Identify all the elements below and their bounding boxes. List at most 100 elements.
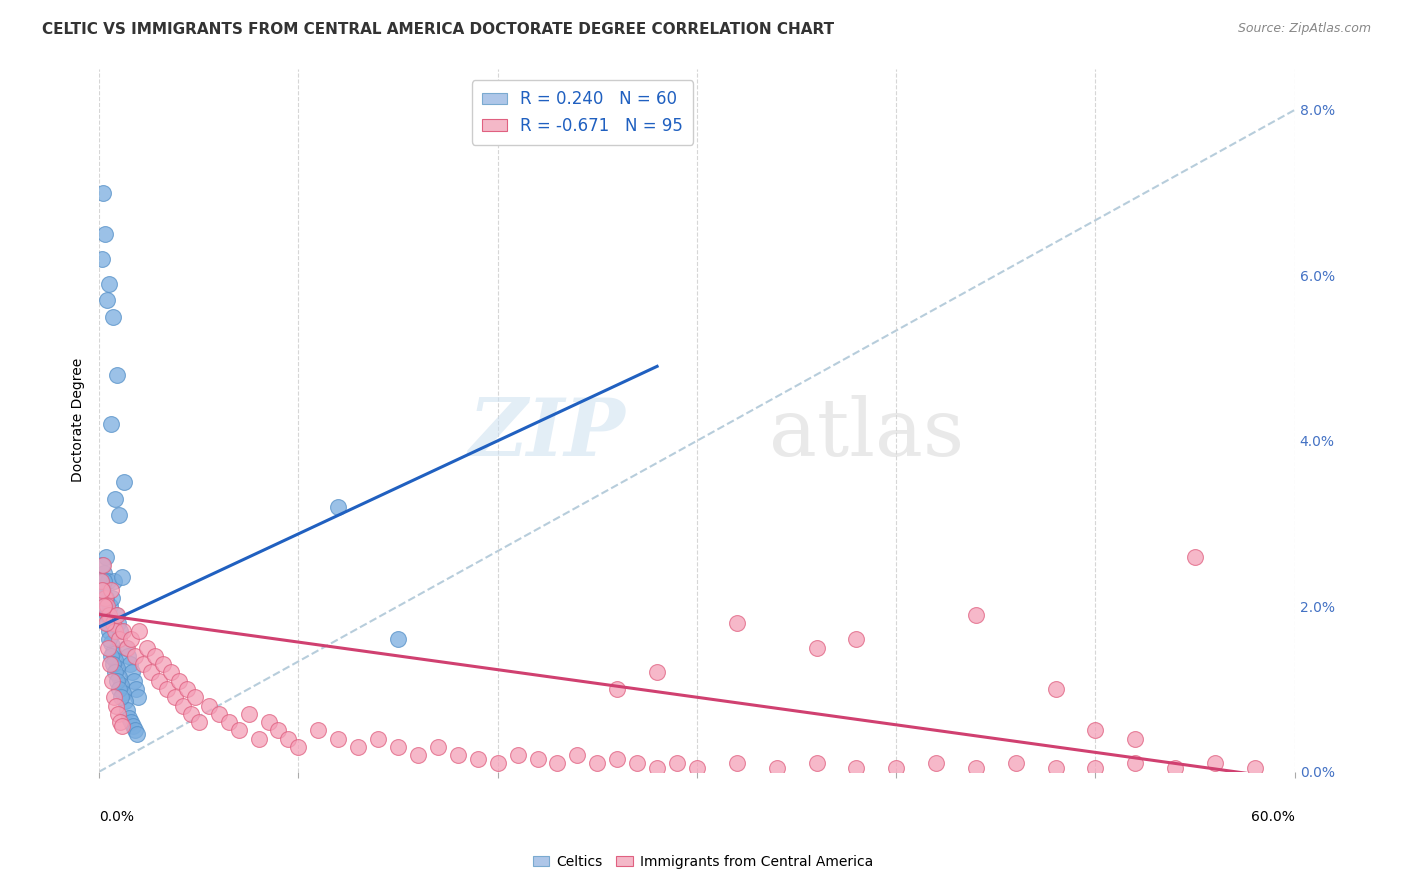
Point <box>117 703 139 717</box>
Point <box>1084 761 1107 775</box>
Point <box>546 756 568 771</box>
Point <box>97 574 120 589</box>
Text: CELTIC VS IMMIGRANTS FROM CENTRAL AMERICA DOCTORATE DEGREE CORRELATION CHART: CELTIC VS IMMIGRANTS FROM CENTRAL AMERIC… <box>42 22 834 37</box>
Point <box>98 599 121 614</box>
Point <box>447 748 470 763</box>
Text: ZIP: ZIP <box>468 395 626 473</box>
Point <box>124 723 146 738</box>
Point <box>101 673 124 688</box>
Point <box>328 500 350 514</box>
Point <box>107 661 129 675</box>
Point <box>100 636 122 650</box>
Point <box>1204 756 1226 771</box>
Point <box>101 310 124 324</box>
Point <box>765 761 787 775</box>
Point <box>120 714 142 729</box>
Point <box>91 582 114 597</box>
Legend: R = 0.240   N = 60, R = -0.671   N = 95: R = 0.240 N = 60, R = -0.671 N = 95 <box>472 80 693 145</box>
Point <box>96 293 118 307</box>
Point <box>90 574 112 589</box>
Point <box>107 681 129 696</box>
Point <box>152 657 174 672</box>
Point <box>101 657 124 672</box>
Point <box>128 624 150 638</box>
Point <box>124 648 146 663</box>
Point <box>526 752 548 766</box>
Point <box>120 632 142 647</box>
Point <box>1045 761 1067 775</box>
Point <box>845 632 868 647</box>
Point <box>108 714 131 729</box>
Point <box>118 711 141 725</box>
Point <box>105 607 128 622</box>
Point <box>925 756 948 771</box>
Point <box>98 657 121 672</box>
Point <box>686 761 709 775</box>
Point <box>107 706 129 721</box>
Point <box>94 227 117 241</box>
Point <box>96 615 118 630</box>
Point <box>645 761 668 775</box>
Point <box>101 591 124 605</box>
Point <box>208 706 231 721</box>
Point <box>806 756 828 771</box>
Point <box>115 640 138 655</box>
Point <box>1184 549 1206 564</box>
Text: atlas: atlas <box>769 395 965 473</box>
Point <box>103 645 125 659</box>
Point <box>91 582 114 597</box>
Point <box>125 681 148 696</box>
Point <box>845 761 868 775</box>
Point <box>228 723 250 738</box>
Point <box>267 723 290 738</box>
Point <box>367 731 389 746</box>
Point <box>112 624 135 638</box>
Point <box>725 756 748 771</box>
Point <box>97 632 120 647</box>
Point <box>884 761 907 775</box>
Point <box>1244 761 1267 775</box>
Point <box>426 739 449 754</box>
Text: 60.0%: 60.0% <box>1251 810 1295 824</box>
Point <box>156 681 179 696</box>
Point <box>91 252 114 266</box>
Point <box>1164 761 1187 775</box>
Point <box>387 739 409 754</box>
Point <box>110 678 132 692</box>
Point <box>117 648 139 663</box>
Point <box>197 698 219 713</box>
Point <box>108 508 131 523</box>
Point <box>626 756 648 771</box>
Point <box>104 653 127 667</box>
Point <box>1125 756 1147 771</box>
Point <box>101 615 124 630</box>
Point <box>132 657 155 672</box>
Point <box>148 673 170 688</box>
Point <box>112 686 135 700</box>
Point <box>586 756 609 771</box>
Point <box>115 640 138 655</box>
Point <box>160 665 183 680</box>
Point <box>104 665 127 680</box>
Y-axis label: Doctorate Degree: Doctorate Degree <box>72 358 86 483</box>
Point <box>406 748 429 763</box>
Point <box>104 491 127 506</box>
Point <box>90 591 112 605</box>
Point <box>167 673 190 688</box>
Point <box>287 739 309 754</box>
Point <box>90 558 112 572</box>
Point <box>122 673 145 688</box>
Point <box>94 591 117 605</box>
Point <box>247 731 270 746</box>
Point <box>127 727 149 741</box>
Point <box>180 706 202 721</box>
Point <box>122 719 145 733</box>
Point <box>187 714 209 729</box>
Point <box>110 690 132 705</box>
Point <box>108 632 131 647</box>
Point <box>104 624 127 638</box>
Point <box>127 690 149 705</box>
Text: 0.0%: 0.0% <box>100 810 134 824</box>
Point <box>1004 756 1026 771</box>
Point <box>96 607 118 622</box>
